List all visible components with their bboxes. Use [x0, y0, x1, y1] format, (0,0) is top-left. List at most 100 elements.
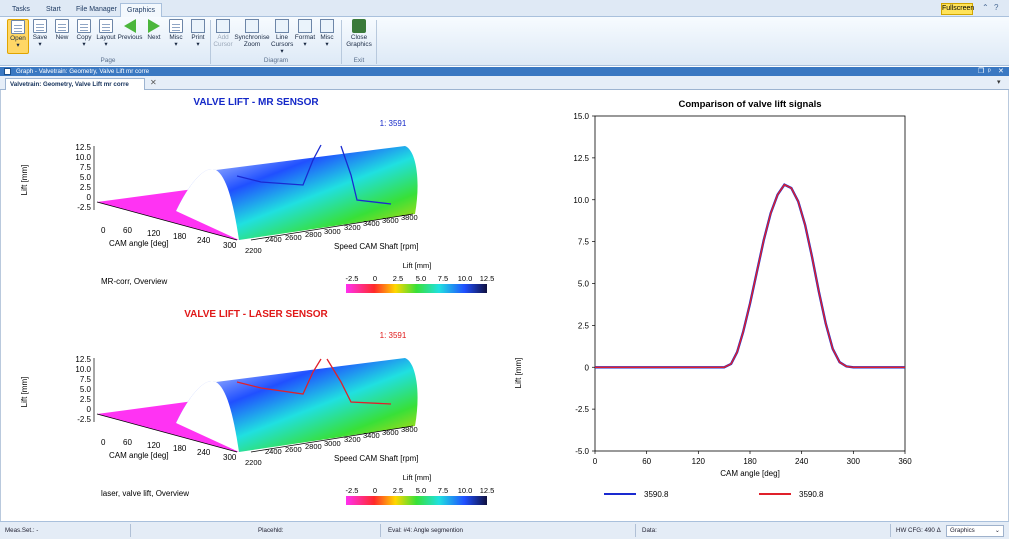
- document-tab-bar: Valvetrain: Geometry, Valve Lift mr corr…: [0, 76, 1009, 90]
- colorbar-tick: 12.5: [480, 274, 495, 283]
- xaxis-tick: 60: [123, 438, 132, 447]
- mr-zaxis-label: Lift [mm]: [20, 165, 29, 196]
- add-cursor-button[interactable]: Add Cursor: [212, 19, 234, 48]
- graph-drawing: VALVE LIFT - MR SENSOR 1: 3591 Lift [mm]…: [20, 97, 912, 505]
- format-label: Format: [294, 34, 316, 41]
- line-cursors-button[interactable]: Line Cursors ▾: [271, 19, 293, 55]
- yaxis-tick: 2800: [305, 230, 322, 239]
- collapse-ribbon-icon[interactable]: ⌃: [982, 3, 989, 12]
- ytick-label: 12.5: [573, 154, 589, 163]
- exit-icon: [352, 19, 366, 33]
- restore-window-icon[interactable]: ❐: [978, 68, 985, 75]
- yaxis-tick: 2600: [285, 233, 302, 242]
- document-tab[interactable]: Valvetrain: Geometry, Valve Lift mr corr…: [5, 78, 145, 90]
- colorbar-tick: -2.5: [346, 274, 359, 283]
- tab-list-dropdown-icon[interactable]: ▾: [997, 79, 1001, 86]
- colorbar-tick: 2.5: [393, 486, 403, 495]
- fullscreen-button[interactable]: Fullscreen: [941, 3, 974, 15]
- misc-page-button[interactable]: Misc ▾: [165, 19, 187, 48]
- mr-colorbar: [346, 284, 487, 293]
- misc-diagram-label: Misc: [320, 34, 334, 41]
- print-button[interactable]: Print ▾: [187, 19, 209, 48]
- layout-button[interactable]: Layout ▾: [95, 19, 117, 48]
- mr-xaxis-line: [96, 201, 238, 241]
- help-icon[interactable]: ?: [994, 3, 999, 12]
- mr-xaxis-label: CAM angle [deg]: [109, 239, 169, 248]
- line-cursors-icon: [275, 19, 289, 33]
- close-graphics-button[interactable]: Close Graphics: [344, 19, 374, 48]
- yaxis-tick: 2800: [305, 442, 322, 451]
- copy-button[interactable]: Copy ▾: [73, 19, 95, 48]
- graph-window-title-text: Graph - Valvetrain: Geometry, Valve Lift…: [16, 68, 150, 75]
- yaxis-tick: 3600: [382, 428, 399, 437]
- new-button[interactable]: New: [51, 19, 73, 41]
- zaxis-tick: 5.0: [80, 385, 92, 394]
- yaxis-tick: 3800: [401, 213, 418, 222]
- ytick-label: -2.5: [575, 405, 589, 414]
- laser-zaxis-label: Lift [mm]: [20, 377, 29, 408]
- laser-zaxis-ticks: 12.5 10.0 7.5 5.0 2.5 0 -2.5: [75, 355, 91, 424]
- laser-surface-ridge: [176, 358, 418, 452]
- close-tab-icon[interactable]: ✕: [150, 78, 157, 87]
- laser-colorbar-title: Lift [mm]: [403, 473, 432, 482]
- pin-window-icon[interactable]: ᵖ: [988, 68, 991, 75]
- yaxis-tick: 3400: [363, 219, 380, 228]
- xaxis-tick: 120: [147, 441, 161, 450]
- arrow-right-icon: [148, 19, 160, 33]
- status-placeholder: Placehld:: [258, 527, 284, 534]
- mr-colorbar-title: Lift [mm]: [403, 261, 432, 270]
- mr-xaxis-ticks: 0 60 120 180 240 300: [101, 226, 237, 250]
- xaxis-tick: 300: [223, 241, 237, 250]
- colorbar-tick: 7.5: [438, 486, 448, 495]
- next-button[interactable]: Next: [143, 19, 165, 41]
- series-line-2: [595, 183, 905, 368]
- open-icon: [11, 20, 25, 34]
- previous-button[interactable]: Previous: [117, 19, 143, 41]
- zaxis-tick: 10.0: [75, 365, 91, 374]
- page-group-label: Page: [100, 57, 116, 64]
- status-hw-config: HW CFG: 490 Δ: [896, 527, 941, 534]
- close-window-icon[interactable]: ✕: [998, 68, 1004, 75]
- tab-tasks[interactable]: Tasks: [12, 6, 30, 13]
- open-button[interactable]: Open ▾: [7, 19, 29, 54]
- exit-group-label: Exit: [353, 57, 365, 64]
- yaxis-tick: 3000: [324, 439, 341, 448]
- laser-yaxis-ticks: 2200 2400 2600 2800 3000 3200 3400 3600 …: [245, 425, 418, 467]
- zaxis-tick: 5.0: [80, 173, 92, 182]
- chart-xticks: 0 60 120 180 240 300 360: [593, 451, 912, 466]
- laser-xaxis-ticks: 0 60 120 180 240 300: [101, 438, 237, 462]
- add-cursor-label: Add Cursor: [213, 34, 233, 48]
- mr-yaxis-line: [250, 213, 414, 241]
- colorbar-tick: 0: [373, 274, 377, 283]
- open-label: Open: [10, 35, 26, 42]
- yaxis-tick: 3200: [344, 223, 361, 232]
- tab-graphics[interactable]: Graphics: [120, 3, 163, 17]
- synchronise-zoom-button[interactable]: Synchronise Zoom: [234, 19, 270, 48]
- mr-surface-ridge: [176, 146, 418, 240]
- tab-start[interactable]: Start: [46, 6, 61, 13]
- save-button[interactable]: Save ▾: [29, 19, 51, 48]
- colorbar-tick: 12.5: [480, 486, 495, 495]
- mode-select[interactable]: Graphics ⌄: [946, 525, 1004, 537]
- colorbar-tick: -2.5: [346, 486, 359, 495]
- new-icon: [55, 19, 69, 33]
- laser-xaxis-label: CAM angle [deg]: [109, 451, 169, 460]
- mr-zaxis-ticks: 12.5 10.0 7.5 5.0 2.5 0 -2.5: [75, 143, 91, 212]
- close-graphics-label: Close Graphics: [346, 34, 372, 48]
- tab-file-manager[interactable]: File Manager: [76, 6, 117, 13]
- diagram-group-label: Diagram: [263, 57, 289, 64]
- misc-diagram-button[interactable]: Misc ▾: [316, 19, 338, 48]
- xaxis-tick: 240: [197, 448, 211, 457]
- zaxis-tick: 2.5: [80, 395, 92, 404]
- save-label: Save: [32, 34, 48, 41]
- mr-cursor-trace-2: [340, 145, 392, 205]
- xtick-label: 240: [795, 457, 809, 466]
- yaxis-tick: 2400: [265, 447, 282, 456]
- laser-colorbar-ticks: -2.5 0 2.5 5.0 7.5 10.0 12.5: [346, 486, 495, 495]
- zaxis-tick: 7.5: [80, 163, 92, 172]
- zaxis-tick: 12.5: [75, 355, 91, 364]
- format-button[interactable]: Format ▾: [294, 19, 316, 48]
- legend-label-2: 3590.8: [799, 490, 824, 499]
- ytick-label: 7.5: [578, 238, 590, 247]
- zaxis-tick: 7.5: [80, 375, 92, 384]
